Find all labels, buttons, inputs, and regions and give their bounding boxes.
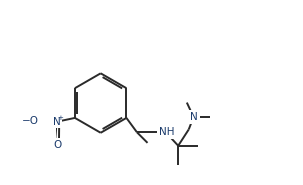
Text: NH: NH [159,127,175,137]
Text: N: N [53,117,61,127]
Text: O: O [53,140,62,150]
Text: N: N [190,112,198,122]
Text: −O: −O [22,116,39,126]
Text: +: + [57,115,63,121]
